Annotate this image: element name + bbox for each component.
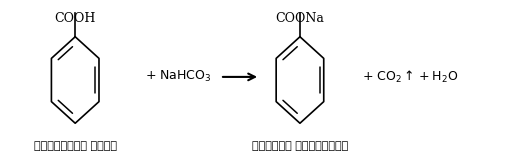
Text: $+\ \mathrm{CO_2}\uparrow+\mathrm{H_2O}$: $+\ \mathrm{CO_2}\uparrow+\mathrm{H_2O}$ <box>363 69 459 85</box>
Text: $+\ \mathrm{NaHCO_3}$: $+\ \mathrm{NaHCO_3}$ <box>145 69 212 84</box>
Text: COONa: COONa <box>276 12 324 25</box>
Text: COOH: COOH <box>55 12 96 25</box>
Text: सोडियम बेन्जोएट: सोडियम बेन्जोएट <box>252 141 348 151</box>
Text: बेन्जोइक अम्ल: बेन्जोइक अम्ल <box>34 141 117 151</box>
